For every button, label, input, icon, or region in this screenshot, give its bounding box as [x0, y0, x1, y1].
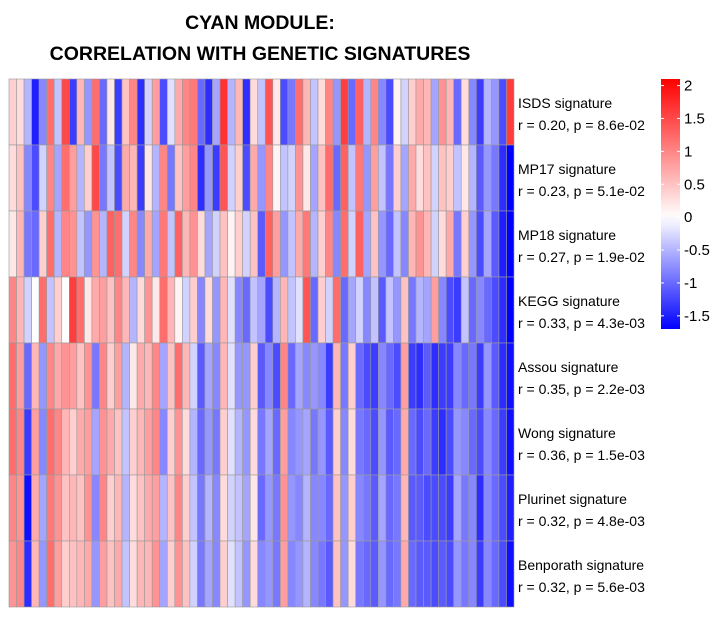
heatmap-row	[8, 78, 515, 146]
row-name: Plurinet signature	[518, 491, 627, 507]
row-name: Wong signature	[518, 425, 616, 441]
row-name: Benporath signature	[518, 557, 645, 573]
row-label-isds: ISDS signature r = 0.20, p = 8.6e-02	[518, 92, 645, 136]
legend-tick-label: 0.5	[684, 176, 705, 193]
legend-color-bar	[661, 79, 680, 329]
legend-tick-label: 2	[684, 78, 692, 95]
row-stat: r = 0.23, p = 5.1e-02	[518, 183, 645, 199]
row-label-benporath: Benporath signature r = 0.32, p = 5.6e-0…	[518, 554, 645, 598]
row-label-assou: Assou signature r = 0.35, p = 2.2e-03	[518, 356, 645, 400]
row-stat: r = 0.33, p = 4.3e-03	[518, 315, 645, 331]
legend-tick-label: 0	[684, 209, 692, 226]
heatmap-row	[8, 144, 515, 212]
heatmap-row	[8, 408, 515, 476]
row-stat: r = 0.36, p = 1.5e-03	[518, 447, 645, 463]
row-stat: r = 0.35, p = 2.2e-03	[518, 381, 645, 397]
legend-tick-label: -0.5	[684, 242, 710, 259]
row-label-wong: Wong signature r = 0.36, p = 1.5e-03	[518, 422, 645, 466]
row-name: MP17 signature	[518, 161, 617, 177]
row-name: ISDS signature	[518, 95, 613, 111]
row-name: MP18 signature	[518, 227, 617, 243]
chart-title: CYAN MODULE: CORRELATION WITH GENETIC SI…	[0, 8, 520, 70]
row-label-mp18: MP18 signature r = 0.27, p = 1.9e-02	[518, 224, 645, 268]
legend-tick-label: -1	[684, 275, 697, 292]
chart-title-line-2: CORRELATION WITH GENETIC SIGNATURES	[49, 43, 471, 65]
chart-title-line-1: CYAN MODULE:	[185, 12, 335, 34]
heatmap-row	[8, 276, 515, 344]
row-label-plurinet: Plurinet signature r = 0.32, p = 4.8e-03	[518, 488, 645, 532]
row-name: KEGG signature	[518, 293, 620, 309]
row-stat: r = 0.20, p = 8.6e-02	[518, 117, 645, 133]
row-stat: r = 0.32, p = 4.8e-03	[518, 513, 645, 529]
heatmap-row	[8, 540, 515, 608]
row-label-mp17: MP17 signature r = 0.23, p = 5.1e-02	[518, 158, 645, 202]
row-label-kegg: KEGG signature r = 0.33, p = 4.3e-03	[518, 290, 645, 334]
legend-tick-label: 1	[684, 143, 692, 160]
row-name: Assou signature	[518, 359, 619, 375]
heatmap	[8, 78, 515, 608]
legend-tick-label: -1.5	[684, 308, 710, 325]
row-stat: r = 0.27, p = 1.9e-02	[518, 249, 645, 265]
legend-tick-label: 1.5	[684, 110, 705, 127]
heatmap-cell	[506, 540, 515, 608]
row-stat: r = 0.32, p = 5.6e-03	[518, 579, 645, 595]
